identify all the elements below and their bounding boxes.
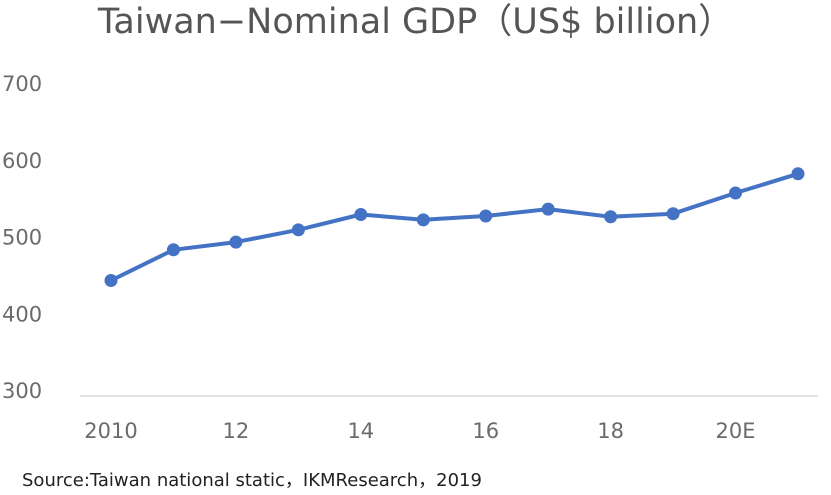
y-axis-ticks: 300 400 500 600 700 (2, 72, 42, 403)
x-tick-label: 16 (472, 419, 499, 443)
data-point (666, 207, 680, 221)
data-point (479, 209, 493, 223)
data-point (166, 243, 180, 257)
data-point (354, 207, 368, 221)
y-tick-label: 500 (2, 226, 42, 250)
data-point (104, 273, 118, 287)
y-tick-label: 300 (2, 379, 42, 403)
series-line (109, 171, 800, 283)
x-axis-ticks: 2010 12 14 16 18 20E (84, 419, 755, 443)
x-tick-label: 20E (716, 419, 756, 443)
chart-title: Taiwan−Nominal GDP（US$ billion） (97, 2, 734, 42)
data-point (791, 167, 805, 181)
x-tick-label: 12 (223, 419, 250, 443)
data-point (229, 235, 243, 249)
data-point (291, 223, 305, 237)
x-tick-label: 2010 (84, 419, 137, 443)
data-point (604, 210, 618, 224)
series-points (104, 167, 805, 287)
y-tick-label: 700 (2, 72, 42, 96)
data-point (541, 202, 555, 216)
x-tick-label: 14 (347, 419, 374, 443)
y-tick-label: 600 (2, 149, 42, 173)
source-note: Source:Taiwan national static，IKMResearc… (22, 470, 482, 491)
x-tick-label: 18 (597, 419, 624, 443)
data-point (416, 213, 430, 227)
data-point (729, 186, 743, 200)
y-tick-label: 400 (2, 302, 42, 326)
